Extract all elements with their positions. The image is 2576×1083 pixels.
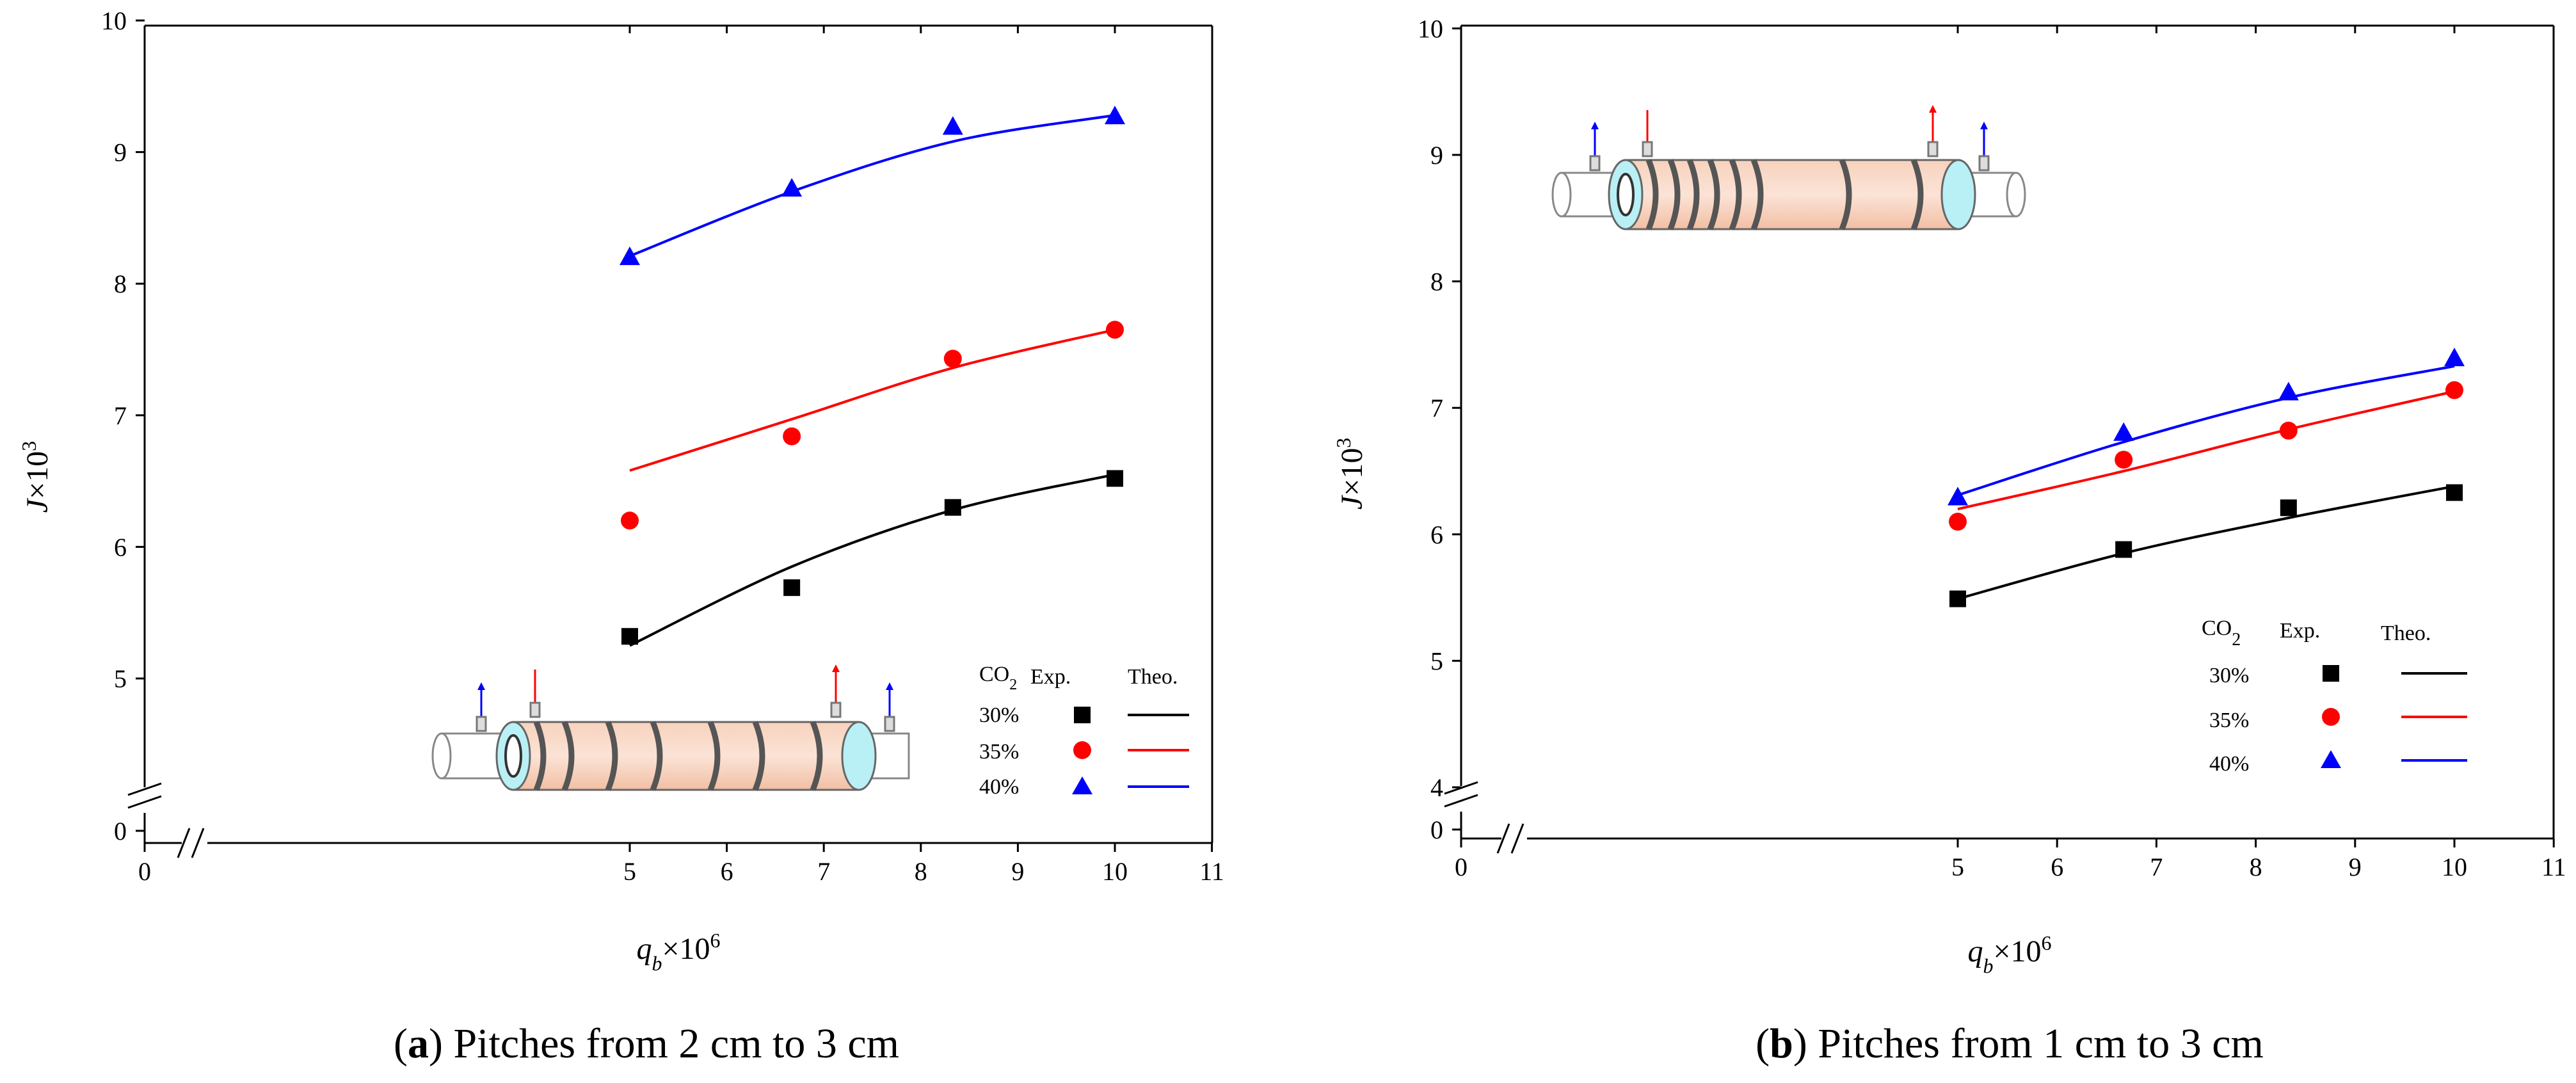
data-point-40pct (620, 246, 640, 266)
theory-curve-35pct (1957, 390, 2455, 511)
data-point-30pct (783, 579, 801, 597)
x-tick-label: 10 (2442, 853, 2467, 881)
x-axis-break (1496, 823, 1524, 854)
y-tick-label: 9 (114, 138, 127, 167)
y-tick-label: 7 (114, 401, 127, 430)
legend-col-theo: Theo. (2381, 622, 2431, 645)
data-point-40pct (2113, 422, 2134, 441)
caption-b: (b) Pitches from 1 cm to 3 cm (1756, 1020, 2264, 1067)
theory-curve-40pct (1957, 365, 2455, 497)
legend: CO2 Exp. Theo. 30% 35% 40% (979, 662, 1189, 799)
data-point-30pct (2115, 541, 2132, 558)
data-point-40pct (1105, 106, 1125, 125)
y-tick-label: 5 (114, 664, 127, 693)
y-tick-label: 5 (1430, 646, 1443, 675)
reactor-tube-diagram (1551, 105, 2026, 230)
data-point-30pct (2446, 484, 2463, 501)
x-axis-label: qb×106 (636, 929, 720, 975)
legend-entry-30: 30% (2209, 664, 2249, 687)
legend-entry-40: 40% (979, 775, 1019, 799)
data-point-35pct (2115, 451, 2133, 469)
theory-curve-30pct (629, 473, 1116, 647)
x-tick-label: 11 (1199, 857, 1224, 886)
x-tick-label: 10 (1102, 857, 1128, 886)
data-point-30pct (1949, 590, 1966, 607)
chart-panel-b: 0 5 6 7 8 9 10 11 0 4 5 6 7 8 9 10 J×103 qb×106 (1332, 14, 2566, 1067)
y-axis-label: J×103 (17, 441, 54, 513)
y-tick-label: 10 (101, 6, 127, 35)
legend-heading: CO2 (979, 662, 1017, 693)
y-tick-label: 4 (1430, 773, 1443, 802)
data-point-35pct (1949, 513, 1967, 531)
theory-curve-35pct (629, 328, 1116, 472)
x-tick-label: 6 (721, 857, 733, 886)
y-axis-label: J×103 (1332, 438, 1369, 509)
x-tick-label: 8 (915, 857, 927, 886)
data-point-40pct (2444, 348, 2465, 367)
caption-a: (a) Pitches from 2 cm to 3 cm (394, 1020, 899, 1067)
data-point-35pct (783, 427, 801, 445)
y-tick-label: 0 (1430, 815, 1443, 844)
legend-col-exp: Exp. (2280, 619, 2320, 643)
legend-marker-40 (2321, 750, 2341, 768)
legend-marker-30 (1074, 707, 1091, 723)
x-tick-label: 7 (2150, 853, 2163, 881)
data-point-30pct (944, 499, 961, 516)
y-axis-break (127, 782, 162, 809)
legend-marker-35 (2322, 708, 2340, 726)
legend-marker-40 (1072, 776, 1092, 794)
legend-entry-35: 35% (979, 740, 1019, 764)
theory-curve-30pct (1957, 485, 2455, 600)
x-tick-label: 0 (138, 857, 151, 886)
legend-marker-35 (1073, 741, 1091, 759)
y-tick-label: 6 (1430, 520, 1443, 549)
y-tick-label: 8 (1430, 268, 1443, 296)
data-point-40pct (942, 116, 963, 135)
legend-entry-40: 40% (2209, 752, 2249, 776)
x-tick-label: 8 (2250, 853, 2262, 881)
x-tick-label: 11 (2541, 853, 2566, 881)
flow-arrows (1589, 105, 1990, 172)
legend-entry-35: 35% (2209, 709, 2249, 732)
data-point-40pct (781, 178, 803, 197)
x-axis-label: qb×106 (1967, 931, 2051, 977)
x-tick-label: 5 (1951, 853, 1964, 881)
y-tick-label: 7 (1430, 394, 1443, 422)
data-point-40pct (2278, 381, 2299, 401)
y-tick-label: 10 (1418, 14, 1443, 43)
data-point-35pct (2279, 421, 2298, 440)
y-tick-label: 6 (114, 533, 127, 561)
x-tick-label: 9 (1011, 857, 1024, 886)
data-point-35pct (2445, 381, 2463, 399)
x-tick-label: 7 (817, 857, 830, 886)
legend-marker-30 (2323, 665, 2339, 682)
x-tick-label: 0 (1455, 853, 1468, 881)
legend-entry-30: 30% (979, 703, 1019, 727)
data-point-30pct (1107, 470, 1123, 487)
flow-arrows (476, 664, 895, 732)
y-tick-label: 9 (1430, 141, 1443, 170)
data-point-35pct (621, 511, 639, 530)
data-point-35pct (1106, 321, 1124, 339)
theory-curve-40pct (629, 114, 1116, 257)
legend-col-exp: Exp. (1030, 665, 1071, 689)
x-tick-label: 6 (2051, 853, 2063, 881)
chart-panel-a: 0 5 6 7 8 9 10 11 0 5 6 7 8 9 10 J×103 qb×106 (17, 6, 1224, 1067)
legend: CO2 Exp. Theo. 30% 35% 40% (2202, 616, 2467, 776)
x-axis-break (177, 828, 205, 858)
y-tick-label: 0 (114, 817, 127, 846)
legend-heading: CO2 (2202, 616, 2241, 650)
y-tick-label: 8 (114, 269, 127, 298)
x-tick-label: 5 (623, 857, 636, 886)
data-point-30pct (621, 628, 638, 645)
reactor-tube-diagram (431, 664, 910, 791)
data-point-35pct (943, 349, 962, 368)
legend-col-theo: Theo. (1128, 665, 1178, 689)
data-point-30pct (2280, 499, 2297, 517)
data-point-40pct (1948, 486, 1968, 506)
x-tick-label: 9 (2349, 853, 2362, 881)
